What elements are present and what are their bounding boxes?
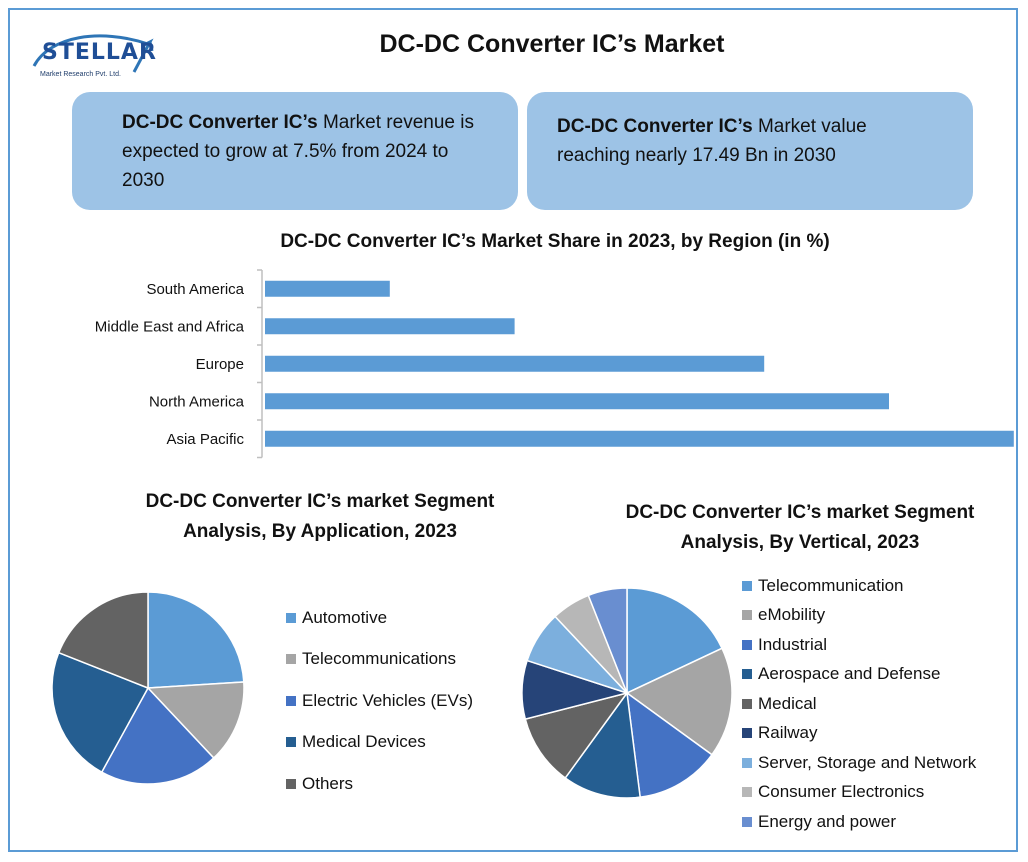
legend-label: Electric Vehicles (EVs) [302, 691, 473, 711]
bar-middle-east-and-africa [265, 318, 515, 334]
legend-item-industrial: Industrial [742, 630, 976, 660]
legend-swatch [742, 728, 752, 738]
legend-label: Automotive [302, 608, 387, 628]
legend-swatch [742, 610, 752, 620]
legend-item-medical: Medical [742, 689, 976, 719]
legend-item-aerospace-and-defense: Aerospace and Defense [742, 660, 976, 690]
application-pie-chart [50, 590, 246, 786]
legend-label: Medical Devices [302, 732, 426, 752]
region-bar-chart: South America Middle East and Africa Europ… [0, 260, 1028, 470]
callout-value-bold: DC-DC Converter IC’s [557, 116, 753, 137]
legend-item-telecommunication: Telecommunication [742, 571, 976, 601]
legend-swatch [286, 737, 296, 747]
category-label-south-america: South America [146, 281, 244, 298]
category-label-europe: Europe [196, 356, 244, 373]
legend-label: Aerospace and Defense [758, 664, 940, 684]
legend-item-server-storage-and-network: Server, Storage and Network [742, 748, 976, 778]
legend-swatch [742, 640, 752, 650]
legend-item-automotive: Automotive [286, 597, 473, 639]
legend-item-consumer-electronics: Consumer Electronics [742, 778, 976, 808]
bar-asia-pacific [265, 431, 1014, 447]
legend-item-emobility: eMobility [742, 601, 976, 631]
slice-automotive [148, 592, 244, 688]
vertical-legend: Telecommunication eMobility Industrial Aero… [742, 571, 976, 837]
legend-swatch [286, 696, 296, 706]
legend-item-railway: Railway [742, 719, 976, 749]
legend-swatch [742, 787, 752, 797]
callout-growth: DC-DC Converter IC’s Market revenue is e… [72, 92, 518, 210]
bar-north-america [265, 393, 889, 409]
legend-swatch [742, 758, 752, 768]
legend-label: Telecommunications [302, 649, 456, 669]
legend-label: Telecommunication [758, 576, 904, 596]
legend-swatch [742, 699, 752, 709]
application-legend: Automotive Telecommunications Electric Veh… [286, 597, 473, 805]
legend-label: Energy and power [758, 812, 896, 832]
category-label-middle-east-and-africa: Middle East and Africa [95, 318, 245, 335]
legend-item-telecommunications: Telecommunications [286, 639, 473, 681]
legend-swatch [286, 779, 296, 789]
bar-chart-title: DC-DC Converter IC’s Market Share in 202… [0, 231, 1028, 253]
legend-swatch [742, 581, 752, 591]
legend-swatch [742, 669, 752, 679]
legend-item-medical-devices: Medical Devices [286, 722, 473, 764]
legend-item-others: Others [286, 763, 473, 805]
legend-item-energy-and-power: Energy and power [742, 807, 976, 837]
logo-subtitle: Market Research Pvt. Ltd. [40, 71, 121, 78]
callout-growth-bold: DC-DC Converter IC’s [122, 112, 318, 133]
callout-value: DC-DC Converter IC’s Market value reachi… [527, 92, 973, 210]
bar-south-america [265, 281, 390, 297]
legend-label: Others [302, 774, 353, 794]
legend-item-electric-vehicles-evs: Electric Vehicles (EVs) [286, 680, 473, 722]
legend-label: Consumer Electronics [758, 782, 924, 802]
category-label-asia-pacific: Asia Pacific [166, 431, 244, 448]
legend-label: Medical [758, 694, 817, 714]
legend-label: Railway [758, 723, 818, 743]
vertical-pie-title: DC-DC Converter IC’s market Segment Anal… [590, 498, 1010, 558]
legend-label: Server, Storage and Network [758, 753, 976, 773]
category-label-north-america: North America [149, 393, 245, 410]
legend-label: eMobility [758, 605, 825, 625]
page-title: DC-DC Converter IC’s Market [0, 30, 1028, 59]
legend-swatch [286, 654, 296, 664]
bar-europe [265, 356, 764, 372]
legend-label: Industrial [758, 635, 827, 655]
vertical-pie-chart [520, 586, 734, 800]
legend-swatch [286, 613, 296, 623]
application-pie-title: DC-DC Converter IC’s market Segment Anal… [110, 487, 530, 547]
legend-swatch [742, 817, 752, 827]
